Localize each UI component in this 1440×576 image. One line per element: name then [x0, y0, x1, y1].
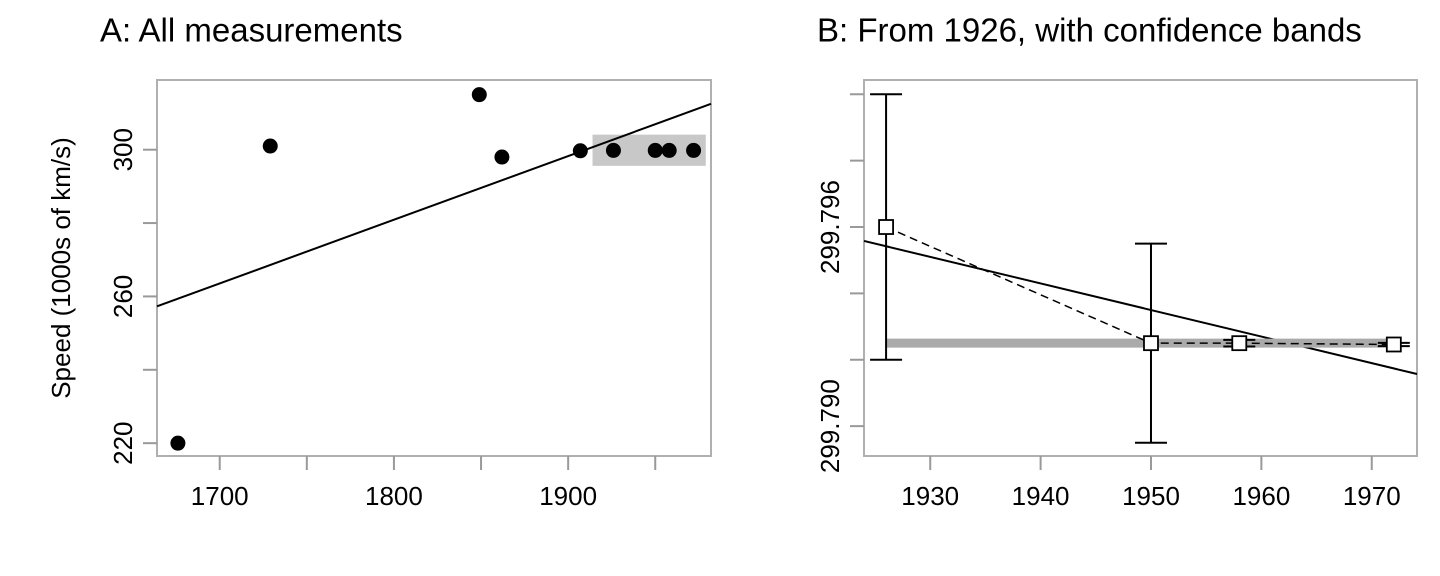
- fit-line: [156, 102, 712, 308]
- x-tick-label: 1700: [191, 481, 249, 511]
- data-point: [572, 143, 588, 159]
- x-tick-label: 1800: [365, 481, 423, 511]
- y-tick-label: 260: [108, 275, 138, 318]
- connecting-line: [885, 226, 1394, 346]
- chart-title: B: From 1926, with confidence bands: [817, 12, 1362, 49]
- chart-title: A: All measurements: [100, 12, 403, 49]
- data-point: [170, 435, 186, 451]
- data-point: [471, 87, 487, 103]
- x-tick-label: 1970: [1343, 481, 1401, 511]
- data-point: [686, 142, 702, 158]
- y-tick-label: 300: [108, 128, 138, 171]
- x-tick-label: 1960: [1232, 481, 1290, 511]
- data-point: [262, 138, 278, 154]
- y-axis-label: Speed (1000s of km/s): [46, 137, 76, 399]
- data-point: [661, 142, 677, 158]
- data-point: [1385, 336, 1402, 353]
- data-point: [605, 142, 621, 158]
- x-tick-label: 1930: [901, 481, 959, 511]
- data-point: [1231, 335, 1248, 352]
- x-tick-label: 1900: [539, 481, 597, 511]
- y-tick-label: 299.796: [815, 180, 845, 274]
- data-point: [647, 142, 663, 158]
- y-tick-label: 299.790: [815, 379, 845, 473]
- plot-frame: [863, 79, 1418, 457]
- data-point: [494, 149, 510, 165]
- plot-frame: [156, 79, 712, 457]
- data-point: [1143, 335, 1159, 352]
- y-tick-label: 220: [108, 421, 138, 464]
- data-point: [878, 219, 894, 235]
- x-tick-label: 1950: [1122, 481, 1180, 511]
- fit-line: [863, 239, 1418, 376]
- x-tick-label: 1940: [1012, 481, 1070, 511]
